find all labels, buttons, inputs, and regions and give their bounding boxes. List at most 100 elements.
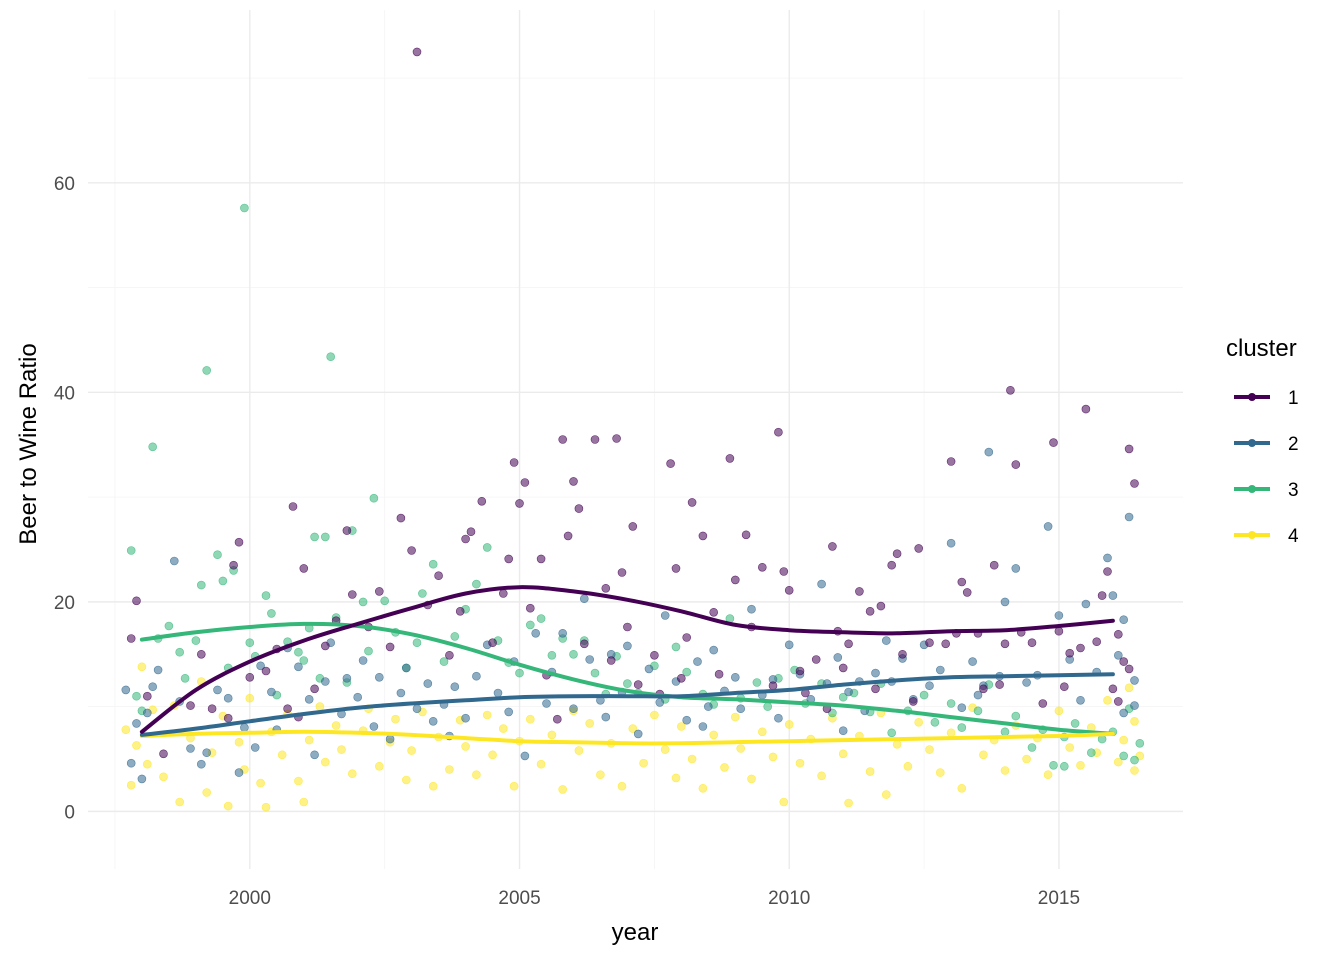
- data-point-cluster-4: [903, 761, 913, 771]
- data-point-cluster-1: [946, 457, 956, 466]
- data-point-cluster-4: [277, 750, 287, 760]
- data-point-cluster-4: [838, 749, 848, 759]
- legend-item-cluster-4: 4: [1234, 526, 1299, 547]
- data-point-cluster-1: [617, 568, 627, 577]
- data-point-cluster-2: [396, 688, 406, 698]
- data-point-cluster-3: [326, 352, 336, 362]
- data-point-cluster-2: [1119, 708, 1128, 718]
- data-point-cluster-1: [504, 554, 514, 564]
- data-point-cluster-1: [962, 588, 972, 597]
- data-point-cluster-3: [671, 642, 681, 652]
- data-point-cluster-1: [299, 564, 309, 573]
- data-point-cluster-1: [838, 663, 848, 673]
- data-point-cluster-2: [121, 685, 131, 695]
- data-point-cluster-1: [995, 680, 1004, 689]
- data-point-cluster-4: [639, 758, 648, 768]
- data-point-cluster-4: [223, 801, 233, 811]
- legend-key-point: [1248, 485, 1256, 493]
- data-point-cluster-3: [299, 656, 309, 665]
- data-point-cluster-4: [957, 783, 967, 793]
- data-point-cluster-1: [234, 537, 244, 547]
- data-point-cluster-1: [579, 639, 589, 649]
- data-point-cluster-2: [461, 713, 470, 723]
- data-point-cluster-1: [957, 577, 967, 587]
- legend-key-point: [1248, 393, 1256, 401]
- data-point-cluster-2: [520, 751, 530, 761]
- data-point-cluster-2: [709, 645, 719, 655]
- data-point-cluster-1: [186, 701, 195, 710]
- y-tick-label: 40: [54, 383, 75, 404]
- data-point-cluster-3: [1011, 711, 1021, 721]
- y-axis-title: Beer to Wine Ratio: [15, 343, 42, 544]
- data-point-cluster-1: [1076, 643, 1085, 653]
- data-point-cluster-1: [633, 680, 643, 689]
- data-point-cluster-3: [294, 647, 303, 657]
- data-point-cluster-1: [828, 542, 837, 551]
- data-point-cluster-4: [676, 722, 686, 731]
- data-point-cluster-2: [143, 708, 152, 718]
- data-point-cluster-4: [1076, 760, 1085, 770]
- data-point-cluster-3: [197, 580, 206, 590]
- data-point-cluster-1: [784, 585, 794, 595]
- data-point-cluster-1: [569, 477, 578, 486]
- legend-key-point: [1248, 531, 1256, 539]
- data-point-cluster-1: [520, 478, 530, 487]
- x-tick-label: 2015: [1038, 888, 1080, 909]
- data-point-cluster-4: [234, 737, 244, 747]
- data-point-cluster-2: [320, 677, 330, 686]
- data-point-cluster-3: [1087, 748, 1096, 758]
- data-point-cluster-4: [132, 741, 141, 750]
- data-point-cluster-2: [304, 694, 314, 704]
- data-point-cluster-4: [844, 798, 853, 808]
- gridlines: [88, 10, 1183, 869]
- data-point-cluster-2: [784, 640, 794, 650]
- data-point-cluster-3: [919, 690, 929, 700]
- data-point-cluster-3: [164, 621, 174, 631]
- data-point-cluster-2: [644, 664, 654, 674]
- data-point-cluster-2: [1119, 615, 1128, 625]
- data-point-cluster-3: [358, 597, 368, 607]
- data-point-cluster-3: [218, 576, 228, 586]
- data-point-cluster-4: [574, 746, 584, 755]
- data-point-cluster-2: [1108, 591, 1118, 600]
- data-point-cluster-3: [838, 692, 848, 702]
- data-point-cluster-1: [466, 527, 476, 537]
- data-point-cluster-1: [412, 47, 422, 57]
- data-point-cluster-1: [143, 691, 152, 701]
- y-axis-ticks: 0 20 40 60: [54, 174, 75, 824]
- x-tick-label: 2005: [498, 888, 540, 909]
- data-point-cluster-2: [223, 693, 233, 703]
- data-point-cluster-2: [698, 722, 708, 731]
- data-point-cluster-4: [1130, 716, 1139, 726]
- data-point-cluster-1: [126, 634, 136, 643]
- data-point-cluster-2: [153, 665, 163, 675]
- data-point-cluster-4: [1119, 735, 1128, 745]
- data-point-cluster-4: [914, 717, 924, 727]
- data-point-cluster-3: [1070, 719, 1080, 728]
- data-point-cluster-1: [374, 587, 384, 596]
- data-point-cluster-1: [768, 681, 778, 691]
- data-point-cluster-2: [531, 628, 541, 638]
- data-point-cluster-3: [245, 638, 255, 648]
- data-point-cluster-3: [623, 679, 632, 688]
- data-point-cluster-3: [202, 366, 211, 375]
- data-point-cluster-1: [434, 571, 443, 581]
- data-point-cluster-4: [687, 754, 697, 764]
- data-point-cluster-3: [482, 543, 492, 552]
- data-point-cluster-4: [709, 730, 719, 740]
- data-point-cluster-3: [261, 591, 271, 600]
- data-point-cluster-4: [337, 745, 346, 754]
- data-point-cluster-4: [547, 730, 557, 740]
- data-point-cluster-1: [1119, 657, 1128, 666]
- data-point-cluster-3: [682, 667, 692, 677]
- data-point-cluster-3: [310, 532, 319, 542]
- data-point-cluster-1: [1081, 404, 1091, 414]
- data-point-cluster-1: [941, 639, 951, 649]
- data-point-cluster-4: [498, 724, 508, 733]
- data-point-cluster-4: [137, 662, 147, 672]
- data-point-cluster-1: [698, 531, 708, 541]
- data-point-cluster-2: [542, 699, 551, 708]
- data-point-cluster-3: [1060, 761, 1069, 771]
- data-point-cluster-1: [223, 713, 233, 723]
- data-point-cluster-4: [126, 780, 136, 790]
